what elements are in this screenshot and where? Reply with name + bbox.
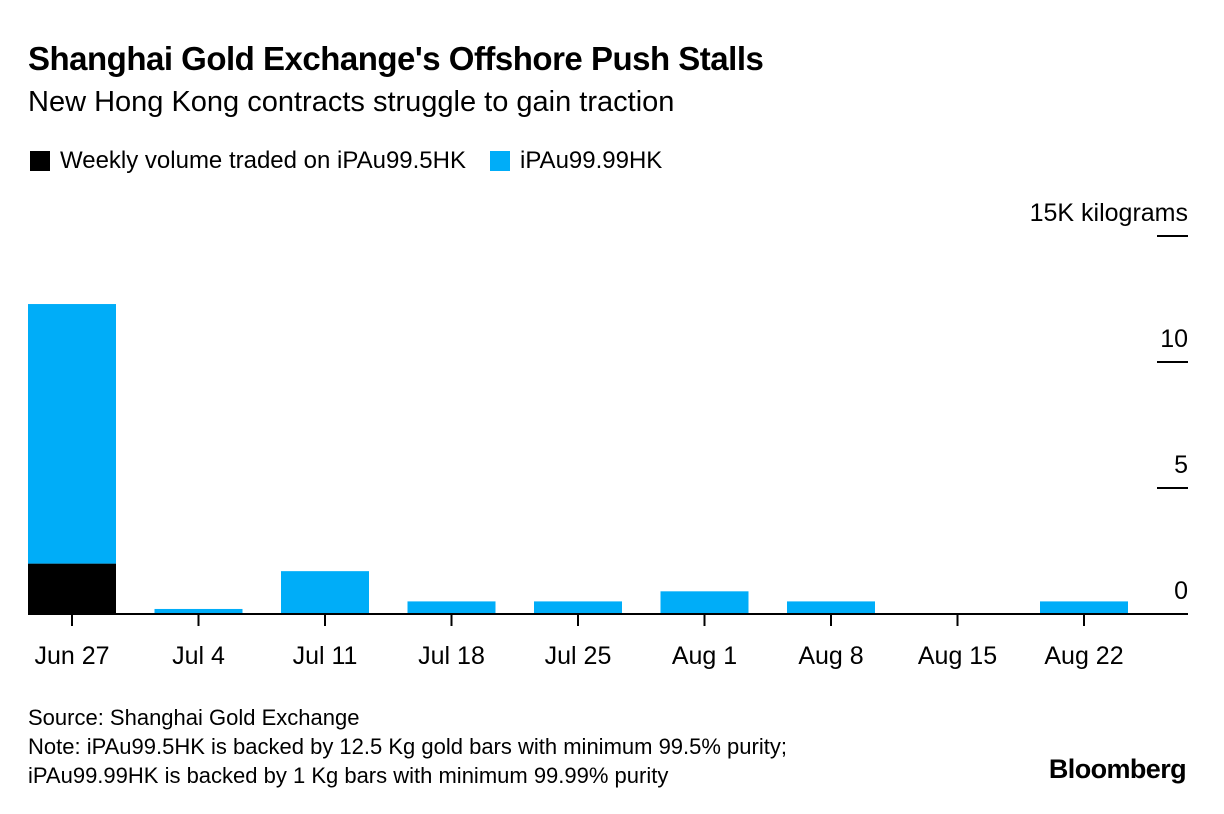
note-line-1: Note: iPAu99.5HK is backed by 12.5 Kg go… [28, 732, 787, 761]
bar-chart: 0 5 10 15K kilograms Jun 27 Jul 4 Jul 11 Jul 18… [0, 0, 1224, 814]
source-notes: Source: Shanghai Gold Exchange Note: iPA… [28, 703, 787, 790]
y-tick-label: 0 [1174, 577, 1188, 605]
bar-ipau9999hk [281, 571, 369, 614]
source-text: Source: Shanghai Gold Exchange [28, 703, 787, 732]
x-tick-label: Aug 22 [1044, 642, 1123, 670]
bar-ipau9999hk [28, 304, 116, 564]
note-line-2: iPAu99.99HK is backed by 1 Kg bars with … [28, 761, 787, 790]
x-tick-label: Aug 1 [672, 642, 737, 670]
x-tick-label: Jun 27 [34, 642, 109, 670]
bloomberg-logo: Bloomberg [1049, 754, 1186, 785]
x-tick-label: Jul 11 [293, 642, 358, 670]
bar-ipau9999hk [1040, 601, 1128, 614]
x-tick-label: Jul 18 [418, 642, 485, 670]
bar-ipau9999hk [661, 591, 749, 614]
x-tick-label: Aug 8 [798, 642, 863, 670]
y-tick-label: 10 [1160, 325, 1188, 353]
x-tick-label: Aug 15 [918, 642, 997, 670]
y-tick-label: 5 [1174, 451, 1188, 479]
bar-ipau9999hk [787, 601, 875, 614]
bar-ipau9999hk [534, 601, 622, 614]
bar-ipau995hk [28, 564, 116, 614]
y-tick-label: 15K kilograms [1030, 199, 1188, 227]
bar-ipau9999hk [408, 601, 496, 614]
x-tick-label: Jul 25 [545, 642, 612, 670]
x-tick-label: Jul 4 [172, 642, 225, 670]
